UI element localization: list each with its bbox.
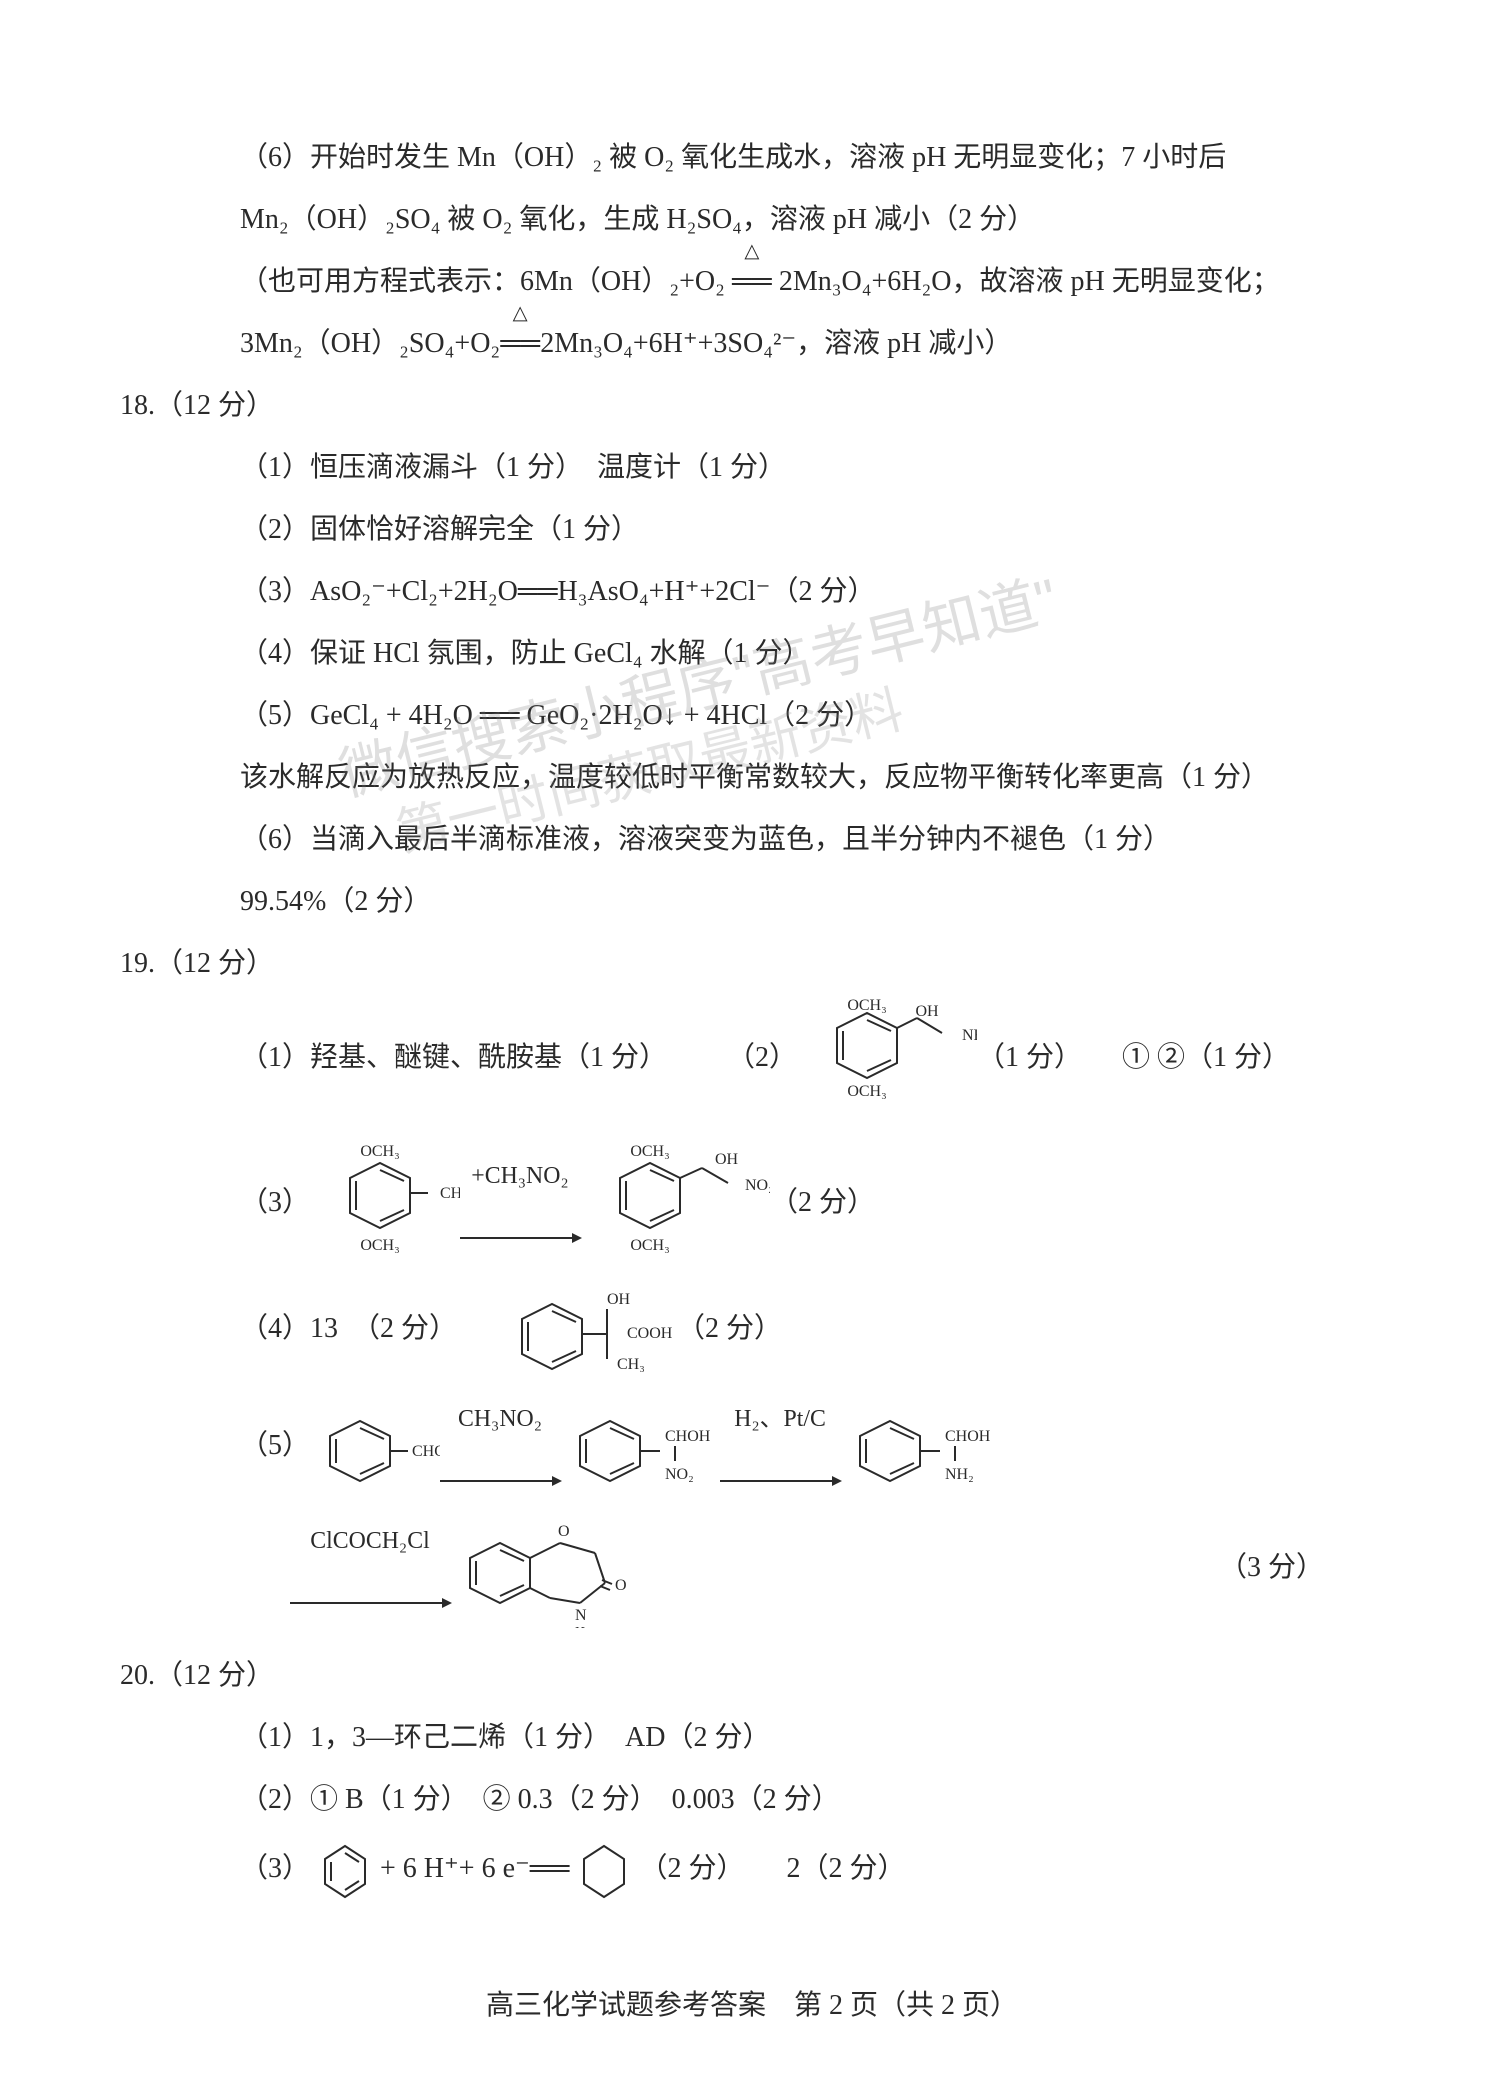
svg-text:NH₂: NH₂ bbox=[962, 1027, 977, 1044]
q19-5-row1: （5） CHO CH₃NO₂ CHOH NO₂ bbox=[180, 1390, 1324, 1502]
svg-text:OCH₃: OCH₃ bbox=[360, 1143, 399, 1160]
q17-6-line3-pre: （也可用方程式表示：6Mn（OH）₂+O₂ bbox=[240, 266, 732, 297]
benzene-struct-5a-icon: CHO bbox=[310, 1406, 440, 1486]
svg-text:CHOH: CHOH bbox=[945, 1428, 991, 1445]
q18-5: （5）GeCl₄ + 4H₂O ══ GeO₂·2H₂O↓ + 4HCl（2 分… bbox=[180, 688, 1324, 744]
arrow-icon bbox=[720, 1480, 840, 1482]
q18-1: （1）恒压滴液漏斗（1 分） 温度计（1 分） bbox=[180, 440, 1324, 496]
q19-3-pre: （3） bbox=[240, 1175, 310, 1231]
benzene-struct-4-icon: OH COOH CH₃ bbox=[497, 1274, 677, 1384]
page-footer: 高三化学试题参考答案 第 2 页（共 2 页） bbox=[0, 1978, 1504, 2034]
benzene-hexagon-icon bbox=[310, 1834, 380, 1904]
benzene-struct-3b-icon: OCH₃ OH NO₂ OCH₃ bbox=[580, 1138, 770, 1268]
svg-text:CH₃: CH₃ bbox=[617, 1356, 645, 1373]
q17-6-line4-post: 2Mn₃O₄+6H⁺+3SO₄²⁻，溶液 pH 减小） bbox=[540, 328, 1012, 359]
q19-5-r2: H₂、Pt/C bbox=[734, 1406, 826, 1432]
svg-text:CHO: CHO bbox=[440, 1185, 460, 1202]
q19-3-score: （2 分） bbox=[770, 1175, 875, 1231]
q19-5-pre: （5） bbox=[240, 1418, 310, 1474]
q18-6: （6）当滴入最后半滴标准液，溶液突变为蓝色，且半分钟内不褪色（1 分） bbox=[180, 812, 1324, 868]
svg-text:OCH₃: OCH₃ bbox=[360, 1237, 399, 1254]
q19-3-reagent: +CH₃NO₂ bbox=[471, 1163, 568, 1189]
q20-1: （1）1，3—环己二烯（1 分） AD（2 分） bbox=[180, 1710, 1324, 1766]
q18-3: （3）AsO₂⁻+Cl₂+2H₂O══H₃AsO₄+H⁺+2Cl⁻（2 分） bbox=[180, 564, 1324, 620]
q19-1: （1）羟基、醚键、酰胺基（1 分） bbox=[240, 1030, 667, 1086]
svg-text:OH: OH bbox=[915, 1003, 939, 1020]
svg-text:OCH₃: OCH₃ bbox=[630, 1237, 669, 1254]
q18-6b: 99.54%（2 分） bbox=[180, 874, 1324, 930]
benzene-struct-3a-icon: OCH₃ CHO OCH₃ bbox=[310, 1138, 460, 1268]
q20-2: （2）① B（1 分） ② 0.3（2 分） 0.003（2 分） bbox=[180, 1772, 1324, 1828]
q19-2-pre: （2） bbox=[727, 1030, 797, 1086]
cyclohexane-hexagon-icon bbox=[569, 1834, 639, 1904]
arrow-icon bbox=[460, 1237, 580, 1239]
benzene-struct-5c-icon: CHOH NH₂ bbox=[840, 1401, 1000, 1491]
svg-text:H: H bbox=[575, 1625, 585, 1628]
q19-4: （4）13 （2 分） bbox=[240, 1301, 457, 1357]
svg-text:NH₂: NH₂ bbox=[945, 1466, 974, 1483]
q20-header: 20.（12 分） bbox=[120, 1648, 1324, 1704]
q20-3-pre: （3） bbox=[240, 1841, 310, 1897]
q19-header: 19.（12 分） bbox=[120, 936, 1324, 992]
q17-6-line4-pre: 3Mn₂（OH）₂SO₄+O₂ bbox=[240, 328, 500, 359]
svg-text:OCH₃: OCH₃ bbox=[847, 1083, 886, 1100]
q19-5-r1: CH₃NO₂ bbox=[458, 1406, 542, 1432]
q19-4-score: （2 分） bbox=[677, 1301, 782, 1357]
benzene-struct-5b-icon: CHOH NO₂ bbox=[560, 1401, 720, 1491]
svg-text:CHO: CHO bbox=[412, 1443, 440, 1460]
svg-text:O: O bbox=[558, 1523, 570, 1540]
q17-6-line3: （也可用方程式表示：6Mn（OH）₂+O₂ ══ 2Mn₃O₄+6H₂O，故溶液… bbox=[180, 254, 1324, 310]
reaction-delta: ══ bbox=[500, 316, 540, 372]
q19-5-r3: ClCOCH₂Cl bbox=[310, 1528, 429, 1554]
svg-text:NO₂: NO₂ bbox=[665, 1466, 694, 1483]
svg-text:O: O bbox=[615, 1577, 627, 1594]
svg-text:NO₂: NO₂ bbox=[745, 1177, 770, 1194]
arrow-icon bbox=[440, 1480, 560, 1482]
q17-6-line4: 3Mn₂（OH）₂SO₄+O₂══2Mn₃O₄+6H⁺+3SO₄²⁻，溶液 pH… bbox=[180, 316, 1324, 372]
q17-6-line1: （6）开始时发生 Mn（OH）₂ 被 O₂ 氧化生成水，溶液 pH 无明显变化；… bbox=[180, 130, 1324, 186]
q19-2-circles: ① ②（1 分） bbox=[1122, 1030, 1290, 1086]
svg-text:OH: OH bbox=[607, 1291, 631, 1308]
q18-5b: 该水解反应为放热反应，温度较低时平衡常数较大，反应物平衡转化率更高（1 分） bbox=[180, 750, 1324, 806]
svg-text:CHOH: CHOH bbox=[665, 1428, 711, 1445]
svg-text:OH: OH bbox=[715, 1151, 739, 1168]
page: （6）开始时发生 Mn（OH）₂ 被 O₂ 氧化生成水，溶液 pH 无明显变化；… bbox=[0, 0, 1504, 2094]
svg-text:N: N bbox=[575, 1607, 587, 1624]
q20-3-mid: + 6 H⁺+ 6 e⁻══ bbox=[380, 1841, 569, 1897]
arrow-icon bbox=[290, 1602, 450, 1604]
svg-text:OCH₃: OCH₃ bbox=[847, 998, 886, 1014]
q20-3-row: （3） + 6 H⁺+ 6 e⁻══ （2 分） 2（2 分） bbox=[180, 1834, 1324, 1904]
q18-header: 18.（12 分） bbox=[120, 378, 1324, 434]
q18-2: （2）固体恰好溶解完全（1 分） bbox=[180, 502, 1324, 558]
q19-5-score: （3 分） bbox=[1219, 1540, 1324, 1596]
q20-3-score: （2 分） 2（2 分） bbox=[639, 1841, 905, 1897]
q19-2-score: （1 分） bbox=[977, 1030, 1082, 1086]
q17-6-line3-post: 2Mn₃O₄+6H₂O，故溶液 pH 无明显变化； bbox=[772, 266, 1280, 297]
bicyclic-struct-icon: O O N H bbox=[450, 1508, 670, 1628]
q19-4-row: （4）13 （2 分） OH COOH CH₃ （2 分） bbox=[180, 1274, 1324, 1384]
q19-3-row: （3） OCH₃ CHO OCH₃ +CH₃NO₂ OCH₃ bbox=[180, 1138, 1324, 1268]
svg-text:OCH₃: OCH₃ bbox=[630, 1143, 669, 1160]
q19-5-row2: ClCOCH₂Cl O O N H bbox=[180, 1508, 1324, 1628]
q19-1-2-row: （1）羟基、醚键、酰胺基（1 分） （2） OCH₃ OH NH₂ OCH₃ （… bbox=[180, 998, 1324, 1118]
q18-4: （4）保证 HCl 氛围，防止 GeCl₄ 水解（1 分） bbox=[180, 626, 1324, 682]
svg-text:COOH: COOH bbox=[627, 1325, 673, 1342]
benzene-struct-2-icon: OCH₃ OH NH₂ OCH₃ bbox=[797, 998, 977, 1118]
reaction-delta: ══ bbox=[732, 254, 772, 310]
